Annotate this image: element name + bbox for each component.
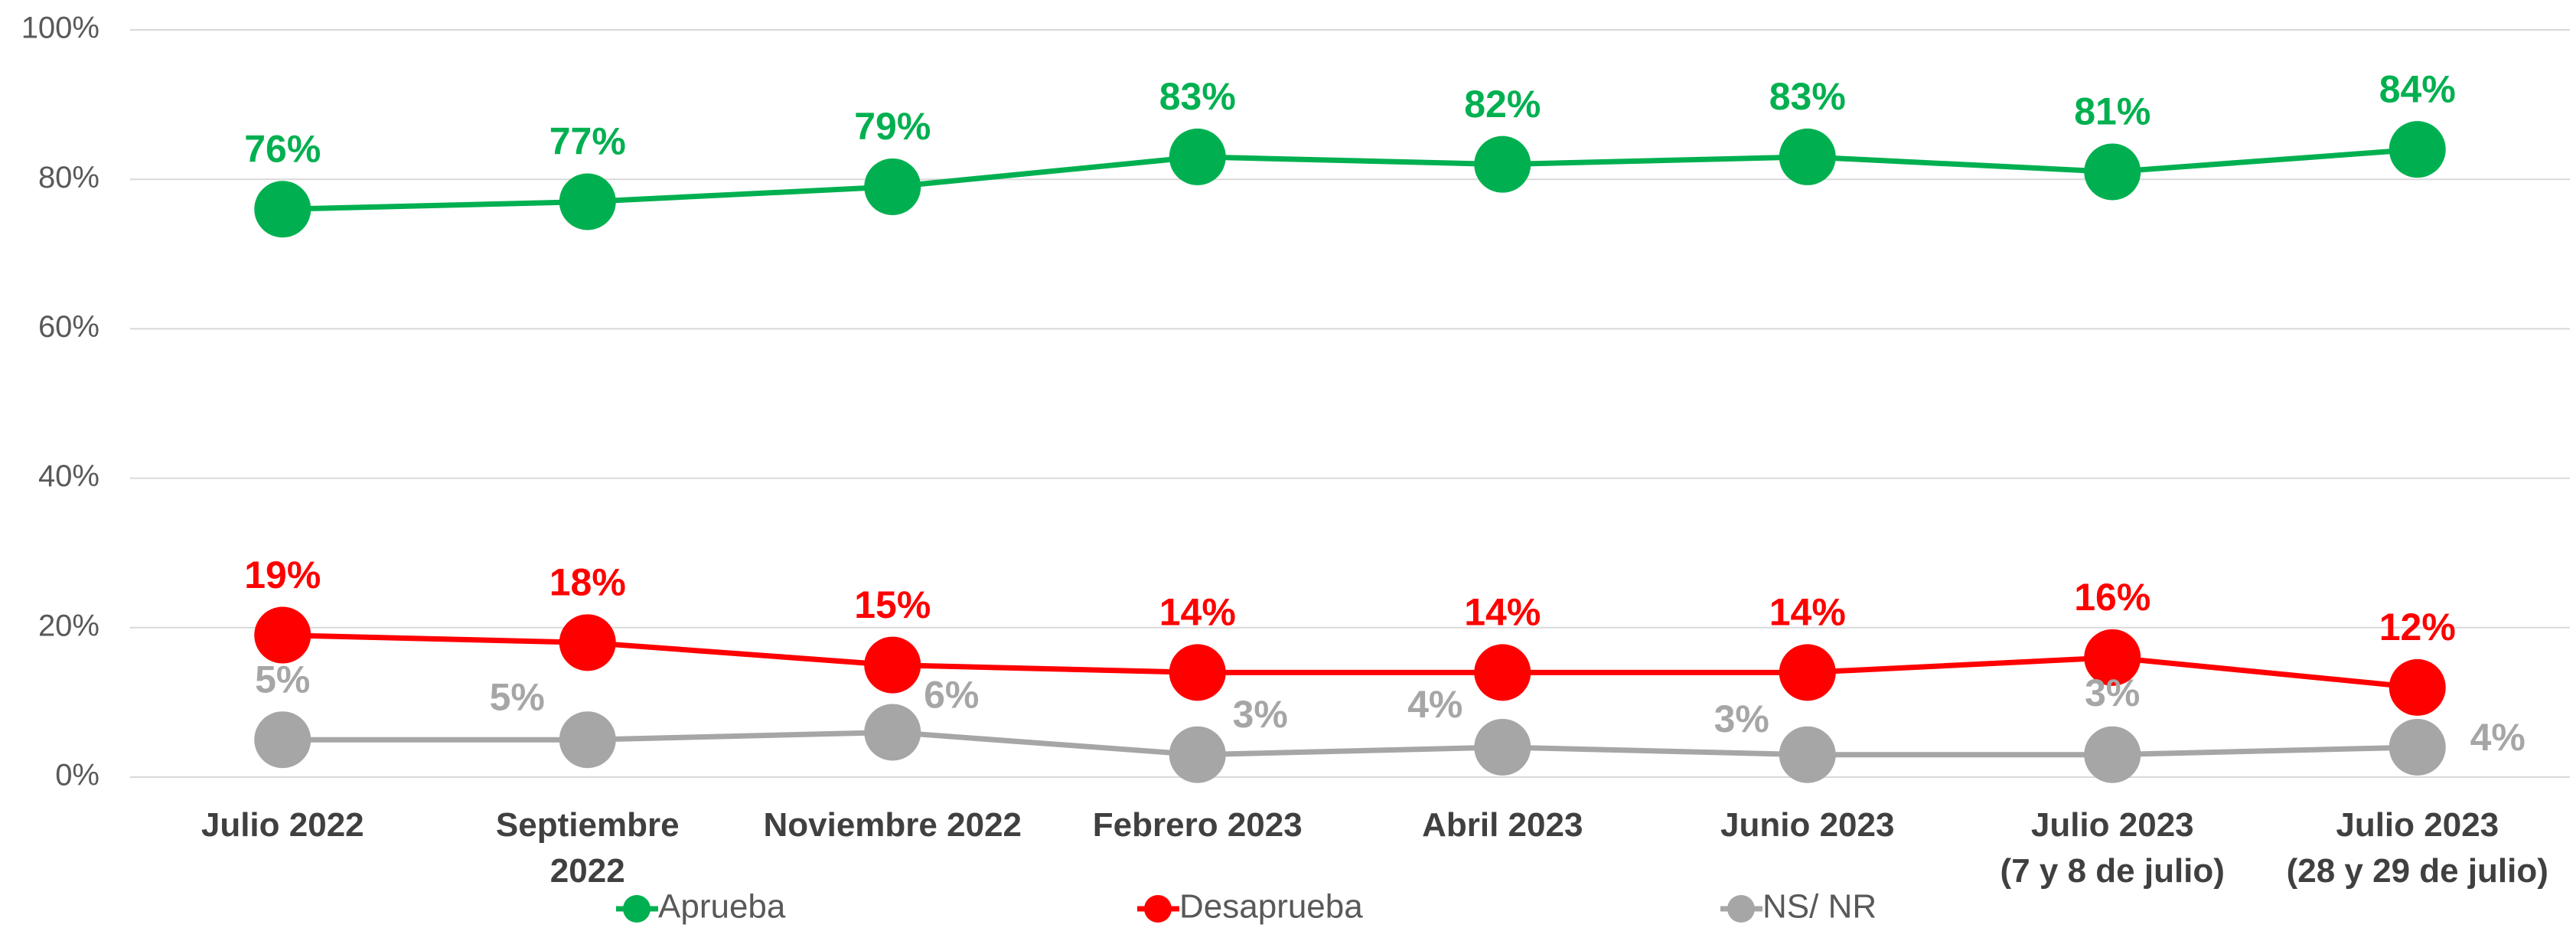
data-label: 4%: [2470, 716, 2525, 759]
data-point: [254, 181, 311, 238]
data-point: [1779, 644, 1836, 701]
data-label: 76%: [244, 127, 321, 170]
data-point: [254, 606, 311, 664]
series-line: [282, 729, 2418, 758]
y-tick-label: 40%: [38, 459, 99, 493]
y-tick-label: 100%: [21, 11, 99, 45]
legend-marker: [623, 895, 651, 923]
data-point: [1474, 718, 1531, 776]
data-label: 84%: [2379, 67, 2456, 110]
data-point: [1779, 128, 1836, 185]
y-tick-label: 60%: [38, 310, 99, 344]
data-point: [1169, 128, 1226, 185]
x-tick-label: Noviembre 2022: [763, 806, 1022, 844]
x-tick-label: Septiembre 2022: [495, 806, 680, 890]
data-label: 15%: [854, 583, 931, 626]
y-tick-label: 80%: [38, 161, 99, 194]
data-label: 81%: [2074, 90, 2150, 133]
data-label: 77%: [549, 120, 626, 163]
data-point: [2389, 121, 2446, 178]
x-tick-label: Junio 2023: [1720, 806, 1895, 844]
data-point: [1169, 726, 1226, 783]
y-tick-label: 20%: [38, 609, 99, 642]
data-point: [2084, 726, 2141, 783]
data-point: [1474, 136, 1531, 193]
data-label: 14%: [1464, 591, 1541, 634]
data-point: [2084, 143, 2141, 201]
data-point: [254, 711, 311, 769]
x-tick-label: Abril 2023: [1422, 806, 1583, 844]
data-label: 18%: [549, 561, 626, 604]
data-point: [2389, 658, 2446, 716]
data-label: 5%: [490, 675, 545, 718]
data-point: [2389, 718, 2446, 776]
data-point: [1474, 644, 1531, 701]
data-label: 14%: [1159, 591, 1236, 634]
data-point: [559, 711, 616, 769]
data-point: [1779, 726, 1836, 783]
data-point: [864, 636, 921, 694]
x-tick-label: Febrero 2023: [1092, 806, 1303, 844]
data-label: 12%: [2379, 606, 2456, 648]
series-line: [282, 632, 2418, 691]
legend-marker: [1144, 895, 1172, 923]
data-label: 3%: [1714, 697, 1769, 740]
data-label: 16%: [2074, 576, 2150, 619]
series-line: [282, 146, 2418, 212]
legend-marker: [1727, 895, 1755, 923]
legend-label: Desaprueba: [1179, 888, 1363, 926]
x-tick-label: Julio 2023 (7 y 8 de julio): [2000, 806, 2225, 890]
legend-label: NS/ NR: [1762, 888, 1877, 926]
x-tick-label: Julio 2023 (28 y 29 de julio): [2286, 806, 2548, 890]
x-tick-label: Julio 2022: [201, 806, 364, 844]
data-point: [559, 173, 616, 230]
data-label: 3%: [1233, 693, 1288, 736]
data-label: 83%: [1159, 75, 1236, 118]
data-label: 82%: [1464, 83, 1541, 126]
legend-label: Aprueba: [658, 888, 786, 926]
data-point: [864, 704, 921, 761]
data-label: 14%: [1769, 591, 1846, 634]
data-point: [2084, 629, 2141, 686]
data-label: 3%: [2085, 671, 2140, 714]
data-label: 19%: [244, 554, 321, 596]
data-label: 4%: [1407, 683, 1462, 726]
data-label: 79%: [854, 105, 931, 148]
data-point: [1169, 644, 1226, 701]
data-point: [559, 614, 616, 671]
data-point: [864, 158, 921, 215]
data-label: 83%: [1769, 75, 1846, 118]
data-label: 5%: [255, 658, 310, 701]
data-label: 6%: [924, 674, 979, 717]
y-tick-label: 0%: [55, 759, 99, 792]
